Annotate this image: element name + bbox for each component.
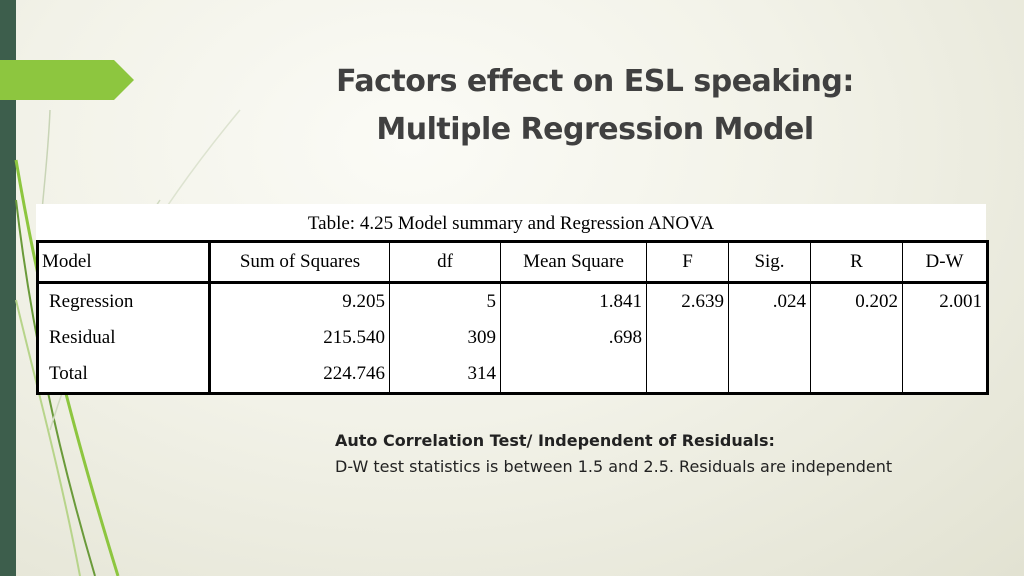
cell-sum-of-squares: 224.746: [209, 356, 390, 394]
header-r: R: [810, 241, 903, 284]
header-mean-square: Mean Square: [500, 241, 647, 284]
cell-sig: [728, 356, 811, 394]
cell-r: 0.202: [810, 282, 903, 320]
cell-dw: [903, 320, 988, 356]
cell-dw: 2.001: [939, 291, 982, 312]
table-row: Total 224.746 314: [37, 356, 988, 394]
table-row: Residual 215.540 309 .698: [37, 320, 988, 356]
anova-table: Model Sum of Squares df Mean Square F Si…: [36, 240, 989, 395]
cell-sum-of-squares: 215.540: [209, 320, 390, 356]
cell-mean-square: .698: [500, 320, 647, 356]
cell-df: 314: [389, 356, 501, 394]
table-caption: Table: 4.25 Model summary and Regression…: [36, 204, 986, 240]
note-text: D-W test statistics is between 1.5 and 2…: [335, 457, 893, 476]
cell-sig: .024: [728, 282, 811, 320]
header-dw: D-W: [902, 241, 988, 284]
cell-r: [810, 320, 903, 356]
autocorrelation-note: Auto Correlation Test/ Independent of Re…: [335, 428, 892, 480]
cell-f: [646, 356, 729, 394]
cell-sig: [728, 320, 811, 356]
cell-model: Total: [37, 356, 211, 394]
slide-title: Factors effect on ESL speaking: Multiple…: [270, 58, 920, 154]
slide-title-line-2: Multiple Regression Model: [376, 112, 814, 147]
header-sig: Sig.: [728, 241, 811, 284]
anova-table-block: Table: 4.25 Model summary and Regression…: [36, 204, 989, 395]
slide-title-line-1: Factors effect on ESL speaking:: [336, 64, 854, 99]
cell-f: 2.639: [646, 282, 729, 320]
cell-r: [810, 356, 903, 394]
left-accent-bar: [0, 0, 16, 576]
arrow-tab-decoration: [0, 60, 134, 100]
table-row: Regression 9.205 5 1.841 2.639 .024 0.20…: [37, 282, 988, 320]
header-df: df: [389, 241, 501, 284]
header-model: Model: [37, 241, 211, 284]
cell-df: 5: [389, 282, 501, 320]
cell-model: Regression: [37, 282, 211, 320]
note-heading: Auto Correlation Test/ Independent of Re…: [335, 431, 775, 450]
header-sum-of-squares: Sum of Squares: [209, 241, 390, 284]
cell-model: Residual: [37, 320, 211, 356]
cell-df: 309: [389, 320, 501, 356]
cell-mean-square: 1.841: [500, 282, 647, 320]
header-f: F: [646, 241, 729, 284]
cell-f: [646, 320, 729, 356]
table-header-row: Model Sum of Squares df Mean Square F Si…: [37, 241, 988, 284]
cell-mean-square: [500, 356, 647, 394]
cell-sum-of-squares: 9.205: [209, 282, 390, 320]
cell-dw: [903, 356, 988, 394]
